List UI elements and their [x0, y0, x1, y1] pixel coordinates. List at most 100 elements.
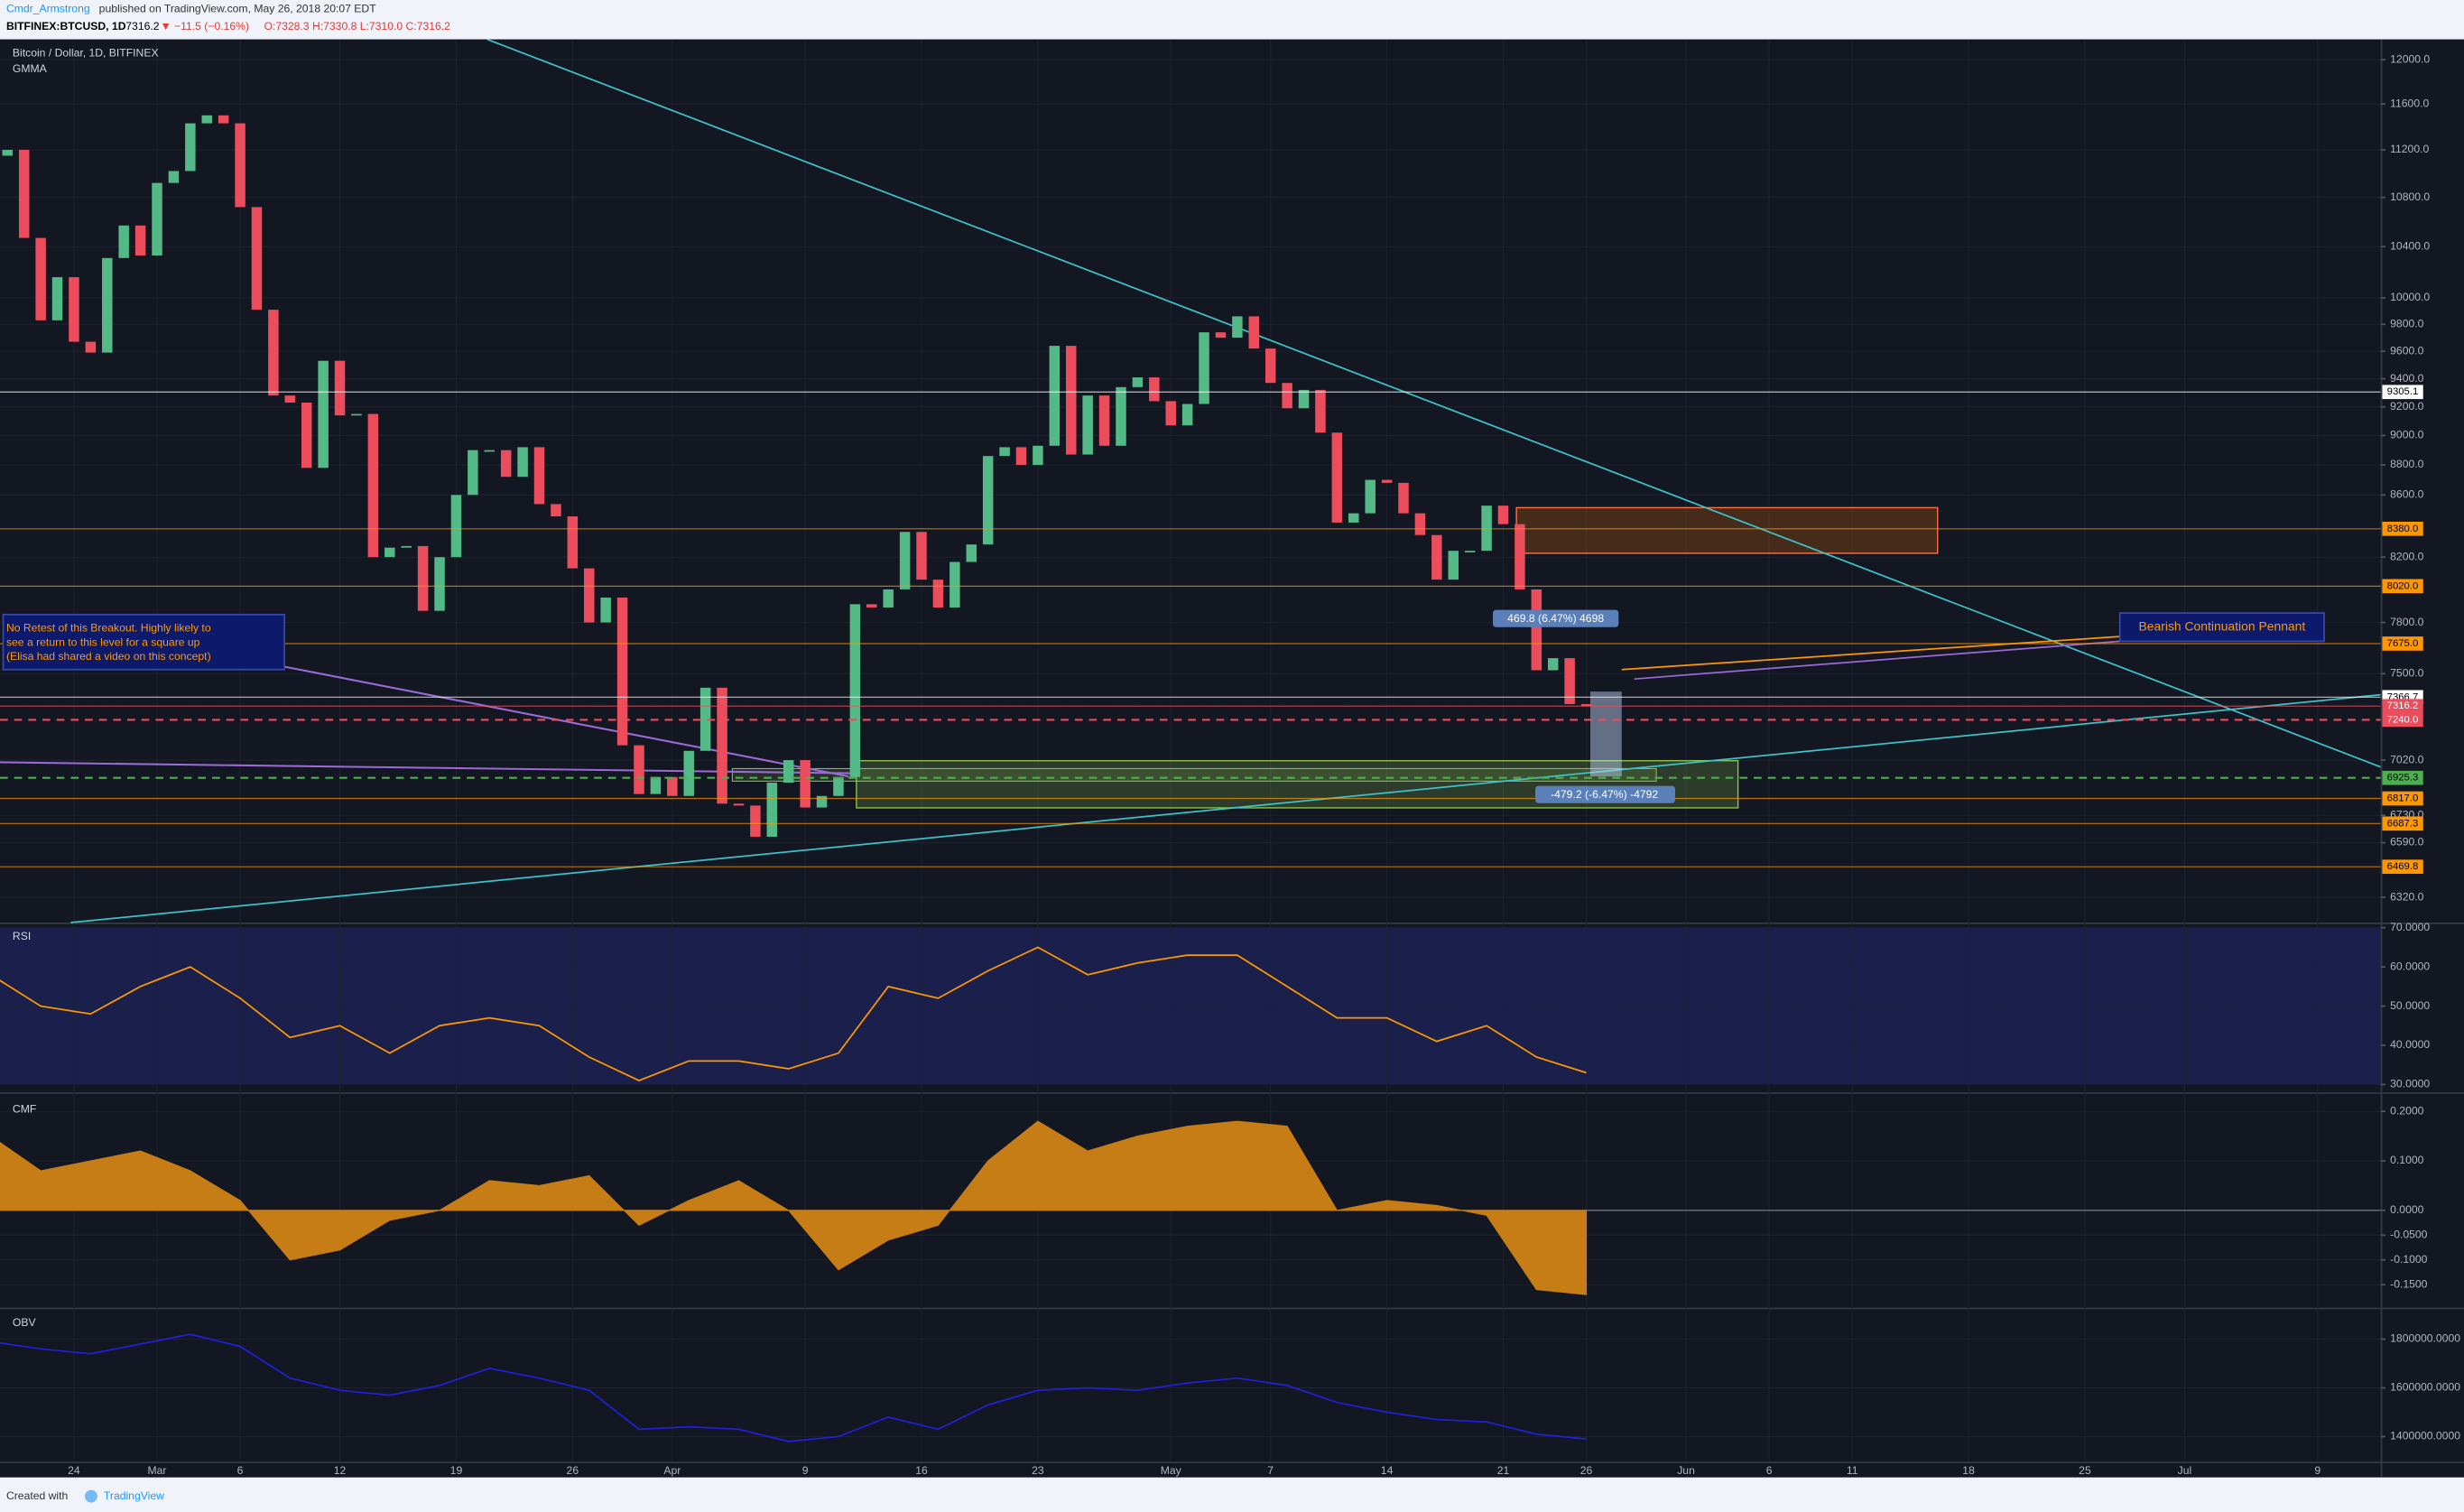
y-tick-label: 1800000.0000	[2390, 1332, 2460, 1345]
candle	[650, 776, 662, 794]
x-tick-label: 6	[1766, 1464, 1773, 1477]
y-tick-label: 9400.0	[2390, 372, 2423, 385]
chart-background	[0, 39, 2464, 1478]
x-tick-label: May	[1161, 1464, 1182, 1477]
price-label: 9305.1	[2387, 386, 2419, 397]
x-tick-label: 6	[237, 1464, 244, 1477]
candle	[551, 504, 561, 517]
resistance-zone	[1515, 506, 1939, 554]
candle	[51, 277, 63, 320]
candle	[1448, 551, 1459, 580]
candle	[866, 604, 877, 608]
y-tick-label: 6320.0	[2390, 890, 2423, 903]
y-tick-label: -0.1000	[2390, 1253, 2428, 1266]
y-tick-label: 40.0000	[2390, 1038, 2430, 1051]
candle	[932, 580, 944, 608]
candle	[899, 532, 911, 589]
last-price: 7316.2	[125, 20, 159, 32]
candle	[1381, 479, 1393, 483]
candle	[584, 568, 595, 623]
candle	[1398, 482, 1409, 514]
candle	[318, 360, 329, 468]
candle	[1547, 658, 1559, 671]
y-tick-label: 11600.0	[2390, 97, 2429, 109]
candle	[118, 225, 129, 258]
y-tick-label: 1600000.0000	[2390, 1381, 2460, 1394]
y-tick-label: 30.0000	[2390, 1078, 2430, 1090]
candle	[1149, 377, 1160, 402]
candle	[434, 557, 445, 611]
price-label-box	[2382, 770, 2423, 785]
y-tick-label: 1400000.0000	[2390, 1430, 2460, 1442]
candle	[1264, 348, 1276, 384]
price-label: 6817.0	[2387, 793, 2419, 804]
price-label: 8020.0	[2387, 580, 2419, 591]
change: ▼ −11.5 (−0.16%)	[161, 20, 249, 32]
footer-brand: TradingView	[104, 1489, 164, 1502]
y-tick-label: 9200.0	[2390, 400, 2423, 413]
candle	[999, 447, 1010, 457]
candle	[750, 805, 761, 837]
published: published on TradingView.com, May 26, 20…	[99, 3, 377, 15]
candle	[268, 310, 279, 396]
candle	[616, 598, 628, 746]
candle	[966, 544, 977, 562]
candle	[1531, 589, 1542, 671]
y-tick-label: 8600.0	[2390, 488, 2423, 501]
y-tick-label: 50.0000	[2390, 999, 2430, 1012]
y-tick-label: 6590.0	[2390, 836, 2423, 849]
candle	[1414, 513, 1426, 535]
candle	[484, 450, 496, 452]
candle	[401, 545, 412, 548]
candle	[301, 402, 312, 468]
y-tick-label: 0.1000	[2390, 1154, 2423, 1166]
candle	[85, 341, 97, 353]
price-label: 7675.0	[2387, 638, 2419, 649]
logo	[85, 1489, 97, 1503]
x-tick-label: 14	[1381, 1464, 1394, 1477]
chart-title: Bitcoin / Dollar, 1D, BITFINEX	[13, 46, 159, 59]
candle	[1315, 389, 1326, 433]
candle	[766, 783, 778, 837]
candle	[634, 745, 644, 794]
x-tick-label: 7	[1267, 1464, 1274, 1477]
publisher: Cmdr_Armstrong	[6, 3, 90, 15]
y-tick-label: 8800.0	[2390, 458, 2423, 470]
candle	[982, 456, 994, 545]
candle	[1282, 383, 1292, 409]
x-tick-label: Jul	[2178, 1464, 2192, 1477]
x-tick-label: Apr	[663, 1464, 681, 1477]
candle	[533, 447, 545, 505]
pane-separators	[0, 39, 2464, 1478]
y-tick-label: 10000.0	[2390, 291, 2430, 303]
breakout-line	[0, 761, 857, 775]
candle	[1049, 346, 1061, 446]
candle	[152, 182, 162, 256]
candle	[1431, 534, 1442, 580]
candle	[417, 545, 429, 611]
footer-text: Created with	[6, 1489, 68, 1502]
pane-title: RSI	[13, 930, 31, 942]
x-tick-label: 18	[1962, 1464, 1975, 1477]
price-label-box	[2382, 816, 2423, 831]
candle	[500, 450, 512, 478]
note-box	[2, 613, 286, 671]
pennant-box	[2118, 612, 2325, 643]
candle	[1331, 432, 1343, 523]
price-label-box	[2382, 859, 2423, 875]
x-tick-label: 25	[2079, 1464, 2091, 1477]
candle	[733, 803, 745, 806]
candle	[1033, 445, 1043, 466]
candle	[134, 225, 146, 256]
candle	[450, 495, 462, 558]
candle	[1165, 401, 1176, 426]
price-label-box	[2382, 579, 2423, 594]
y-tick-label: 70.0000	[2390, 921, 2430, 933]
candle	[201, 115, 212, 124]
price-label: 7316.2	[2387, 700, 2419, 711]
note-text: (Elisa had shared a video on this concep…	[6, 650, 211, 663]
y-tick-label: 8200.0	[2390, 550, 2423, 562]
price-label: 6925.3	[2387, 773, 2419, 784]
x-tick-label: Jun	[1677, 1464, 1695, 1477]
ohlc: O:7328.3 H:7330.8 L:7310.0 C:7316.2	[264, 20, 450, 32]
